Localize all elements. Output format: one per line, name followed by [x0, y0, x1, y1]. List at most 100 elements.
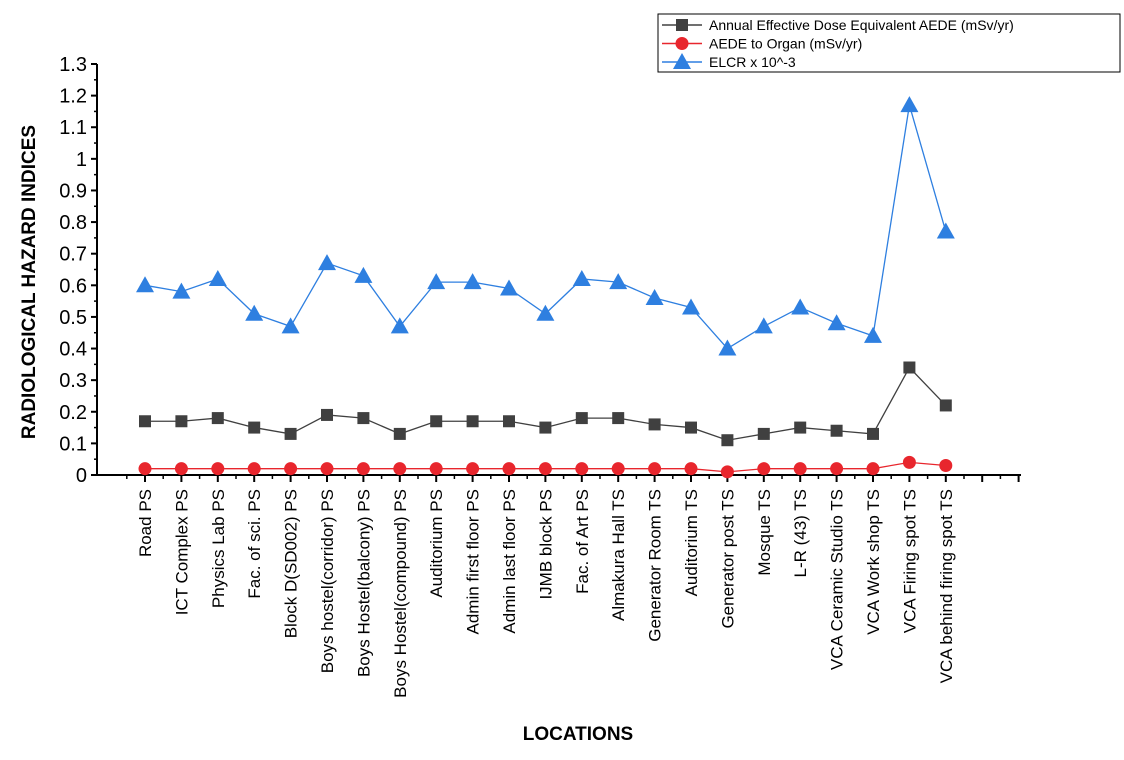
data-point-square [211, 412, 224, 425]
y-tick-label: 0.3 [59, 370, 87, 392]
x-category-label: Boys hostel(corridor) PS [318, 489, 337, 673]
data-point-triangle [354, 266, 373, 283]
data-point-square [393, 427, 406, 440]
data-point-triangle [645, 288, 664, 305]
x-category-label: VCA Ceramic Studio TS [828, 489, 847, 670]
data-point-circle [284, 462, 298, 476]
y-tick-label: 1 [76, 149, 87, 171]
data-point-square [284, 427, 297, 440]
y-axis-title: RADIOLOGICAL HAZARD INDICES [19, 125, 40, 439]
data-point-circle [757, 462, 771, 476]
data-point-circle [675, 37, 689, 50]
legend-item: AEDE to Organ (mSv/yr) [662, 36, 862, 52]
x-axis-title: LOCATIONS [523, 724, 633, 745]
data-point-square [830, 424, 843, 437]
x-category-label: Physics Lab PS [209, 489, 228, 608]
data-point-triangle [682, 298, 700, 315]
data-point-circle [429, 462, 443, 476]
series-layer [136, 96, 955, 479]
data-point-circle [356, 462, 370, 476]
data-point-square [939, 399, 952, 412]
data-point-square [430, 415, 443, 428]
data-point-circle [211, 462, 225, 476]
data-point-circle [720, 465, 734, 479]
data-point-triangle [673, 53, 691, 69]
data-point-circle [939, 459, 953, 473]
data-point-square [466, 415, 479, 428]
data-point-circle [538, 462, 552, 476]
data-point-triangle [936, 222, 955, 239]
data-point-circle [830, 462, 844, 476]
x-category-label: Fac. of sci. PS [245, 489, 264, 599]
data-point-circle [611, 462, 625, 476]
data-point-triangle [791, 298, 810, 315]
series-3 [136, 96, 955, 356]
series-1 [139, 361, 952, 447]
data-point-triangle [463, 273, 482, 290]
y-tick-label: 1.2 [59, 86, 87, 108]
x-category-label: IJMB block PS [536, 489, 555, 600]
x-category-label: ICT Complex PS [172, 489, 191, 615]
legend-items: Annual Effective Dose Equivalent AEDE (m… [662, 17, 1014, 70]
y-tick-label: 0.8 [59, 212, 87, 234]
data-point-triangle [718, 339, 737, 356]
x-category-label: Block D(SD002) PS [282, 489, 301, 638]
data-point-square [503, 415, 515, 428]
y-tick-label: 0.4 [59, 339, 87, 361]
y-tick-label: 0.1 [59, 433, 87, 455]
data-point-square [794, 421, 807, 434]
x-category-label: L-R (43) TS [791, 489, 810, 578]
x-category-label: VCA Firing spot TS [900, 489, 919, 633]
data-point-triangle [172, 282, 191, 299]
data-point-triangle [136, 276, 154, 293]
data-point-circle [138, 462, 152, 476]
x-category-label: Generator post TS [718, 489, 737, 629]
data-point-circle [502, 462, 516, 476]
legend-label: AEDE to Organ (mSv/yr) [709, 36, 862, 52]
y-tick-labels: 0 0.1 0.2 0.3 0.4 0.5 0.6 0.7 0.8 0.9 1 1.1 1.2 1.3 [59, 54, 87, 487]
x-category-label: Road PS [136, 489, 155, 557]
legend-label: ELCR x 10^-3 [709, 54, 796, 70]
data-point-triangle [536, 304, 555, 321]
data-point-square [139, 415, 151, 428]
x-category-label: Admin first floor PS [464, 489, 483, 635]
data-point-square [612, 412, 625, 425]
data-point-square [575, 412, 588, 425]
legend-box [657, 13, 1121, 73]
data-point-square [539, 421, 552, 434]
data-point-square [685, 421, 697, 434]
axes [91, 63, 1021, 482]
data-point-circle [320, 462, 334, 476]
x-category-label: Almakura Hall TS [609, 489, 628, 621]
x-category-label: Boys Hostel(compound) PS [391, 489, 410, 698]
data-point-triangle [427, 273, 446, 290]
data-point-square [721, 434, 734, 447]
data-point-triangle [754, 317, 773, 334]
data-point-circle [684, 462, 698, 476]
x-category-label: Admin last floor PS [500, 489, 519, 634]
data-point-triangle [572, 269, 591, 286]
x-category-label: VCA Work shop TS [864, 489, 883, 635]
data-point-circle [793, 462, 807, 476]
y-tick-label: 0 [76, 465, 87, 487]
data-point-triangle [390, 317, 409, 334]
y-tick-label: 1.1 [59, 117, 87, 139]
data-point-triangle [208, 269, 227, 286]
y-tick-label: 0.7 [59, 244, 87, 266]
legend: Annual Effective Dose Equivalent AEDE (m… [657, 13, 1121, 73]
x-category-label: Fac. of Art PS [573, 489, 592, 594]
y-tick-label: 0.6 [59, 275, 87, 297]
x-category-label: Generator Room TS [646, 489, 665, 642]
x-category-label: Boys Hostel(balcony) PS [354, 489, 373, 677]
data-point-circle [902, 455, 916, 469]
x-category-label: VCA behind firing spot TS [937, 489, 956, 683]
data-point-square [676, 19, 688, 31]
data-point-square [867, 427, 879, 440]
data-point-circle [247, 462, 261, 476]
data-point-square [648, 418, 661, 431]
data-point-square [357, 412, 370, 425]
data-point-circle [174, 462, 188, 476]
legend-item: Annual Effective Dose Equivalent AEDE (m… [662, 17, 1014, 33]
data-point-triangle [500, 279, 518, 296]
